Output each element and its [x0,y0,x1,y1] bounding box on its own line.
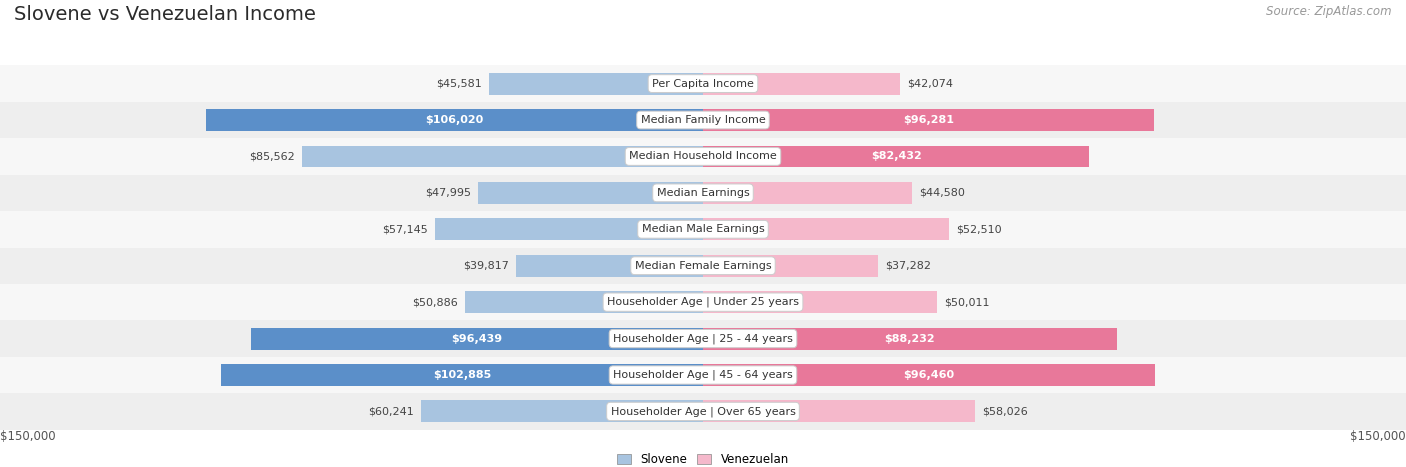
Bar [703,364,1156,386]
Text: $42,074: $42,074 [907,78,953,89]
Bar [0,175,1406,211]
Bar [420,401,703,422]
Bar [0,65,1406,102]
Bar [0,248,1406,284]
Bar [252,328,703,349]
Text: $150,000: $150,000 [1350,430,1406,443]
Text: $88,232: $88,232 [884,333,935,344]
Text: Householder Age | 45 - 64 years: Householder Age | 45 - 64 years [613,370,793,380]
Text: Median Family Income: Median Family Income [641,115,765,125]
Text: $44,580: $44,580 [920,188,965,198]
Text: $57,145: $57,145 [382,224,429,234]
Text: $50,011: $50,011 [945,297,990,307]
Bar [703,255,877,276]
Text: $82,432: $82,432 [870,151,921,162]
Bar [464,291,703,313]
Bar [703,146,1090,167]
Bar [489,73,703,94]
Text: Householder Age | Over 65 years: Householder Age | Over 65 years [610,406,796,417]
Text: $52,510: $52,510 [956,224,1001,234]
Text: Householder Age | Under 25 years: Householder Age | Under 25 years [607,297,799,307]
Bar [0,320,1406,357]
Text: Householder Age | 25 - 44 years: Householder Age | 25 - 44 years [613,333,793,344]
Bar [703,328,1116,349]
Text: Slovene vs Venezuelan Income: Slovene vs Venezuelan Income [14,5,316,24]
Text: Median Household Income: Median Household Income [628,151,778,162]
Text: $37,282: $37,282 [884,261,931,271]
Text: $58,026: $58,026 [981,406,1028,417]
Bar [516,255,703,276]
Text: $96,281: $96,281 [903,115,955,125]
Text: $85,562: $85,562 [249,151,295,162]
Bar [703,291,938,313]
Bar [703,219,949,240]
Text: Median Female Earnings: Median Female Earnings [634,261,772,271]
Bar [0,357,1406,393]
Bar [478,182,703,204]
Bar [0,393,1406,430]
Text: $96,460: $96,460 [904,370,955,380]
Bar [0,102,1406,138]
Text: $150,000: $150,000 [0,430,56,443]
Bar [703,182,912,204]
Text: Median Male Earnings: Median Male Earnings [641,224,765,234]
Text: $102,885: $102,885 [433,370,491,380]
Bar [703,109,1154,131]
Text: Source: ZipAtlas.com: Source: ZipAtlas.com [1267,5,1392,18]
Bar [207,109,703,131]
Bar [0,211,1406,248]
Text: Median Earnings: Median Earnings [657,188,749,198]
Text: $60,241: $60,241 [368,406,413,417]
Text: $96,439: $96,439 [451,333,502,344]
Bar [221,364,703,386]
Legend: Slovene, Venezuelan: Slovene, Venezuelan [613,449,793,467]
Bar [703,73,900,94]
Text: $47,995: $47,995 [425,188,471,198]
Bar [703,401,974,422]
Text: $39,817: $39,817 [464,261,509,271]
Text: $45,581: $45,581 [437,78,482,89]
Text: $106,020: $106,020 [426,115,484,125]
Bar [0,284,1406,320]
Bar [0,138,1406,175]
Bar [302,146,703,167]
Text: $50,886: $50,886 [412,297,457,307]
Text: Per Capita Income: Per Capita Income [652,78,754,89]
Bar [436,219,703,240]
